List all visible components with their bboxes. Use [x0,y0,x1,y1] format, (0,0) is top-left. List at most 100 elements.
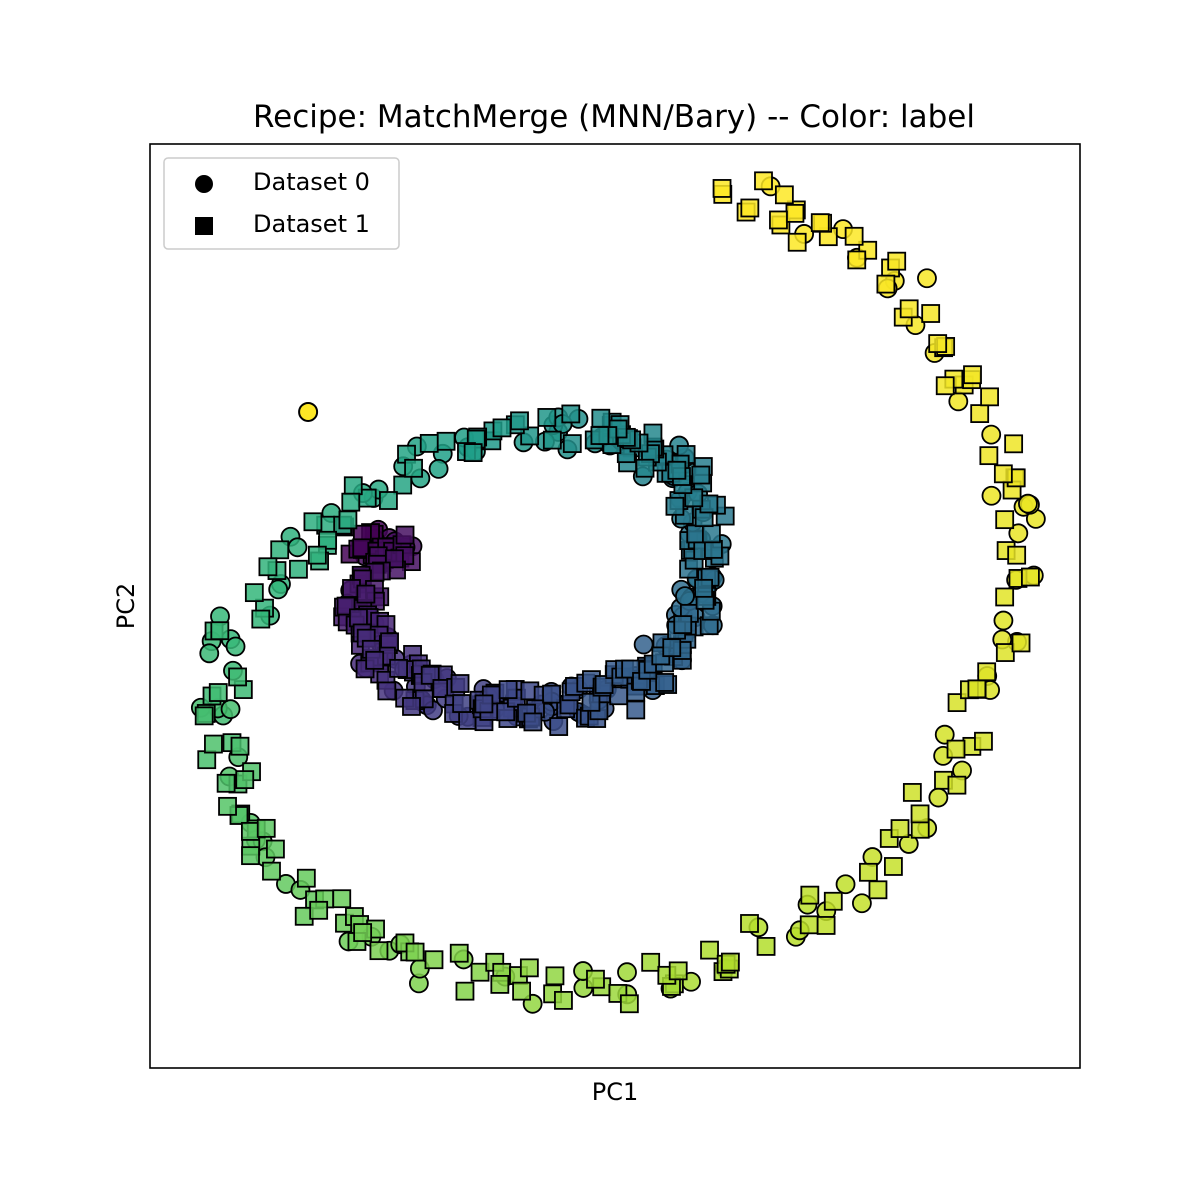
point-dataset-1 [754,171,773,191]
point-dataset-1 [561,404,581,424]
point-dataset-1 [899,299,919,319]
point-dataset-1 [241,846,260,866]
point-dataset-1 [1020,567,1040,587]
point-dataset-1 [436,431,456,451]
point-dataset-1 [490,974,510,994]
legend-circle-marker [195,175,213,193]
point-dataset-1 [379,491,398,510]
point-dataset-0 [220,699,241,720]
point-dataset-1 [626,700,646,720]
point-dataset-1 [474,694,494,714]
point-dataset-0 [1018,493,1038,514]
point-dataset-1 [662,638,682,658]
point-dataset-1 [847,250,867,270]
point-dataset-1 [523,712,543,732]
point-dataset-1 [455,981,475,1001]
point-dataset-1 [785,203,805,223]
point-dataset-0 [981,485,1002,506]
point-dataset-1 [1004,434,1024,454]
point-dataset-1 [774,185,794,205]
point-dataset-1 [884,857,903,876]
point-dataset-1 [740,198,760,218]
point-dataset-1 [498,680,518,699]
plot-frame [149,143,1081,1069]
point-dataset-1 [946,739,966,759]
point-dataset-0 [199,643,220,664]
point-dataset-1 [307,545,327,565]
point-dataset-1 [218,796,237,816]
legend-square-marker [195,217,213,235]
point-dataset-1 [816,916,836,935]
point-dataset-1 [341,492,361,512]
point-dataset-1 [365,650,385,670]
point-dataset-1 [369,941,389,961]
point-dataset-1 [977,662,997,682]
point-dataset-1 [859,862,878,882]
point-dataset-0 [993,610,1014,631]
point-dataset-0 [268,579,289,600]
point-dataset-0 [934,724,955,745]
point-dataset-1 [921,304,941,323]
point-dataset-1 [963,365,982,385]
point-dataset-0 [287,537,308,558]
point-dataset-1 [769,210,788,230]
point-dataset-1 [537,408,557,427]
point-dataset-1 [619,994,639,1014]
point-dataset-1 [542,684,561,704]
point-dataset-1 [404,458,423,478]
point-dataset-1 [197,750,217,770]
point-dataset-1 [979,446,999,466]
point-dataset-1 [740,914,759,933]
x-axis-label: PC1 [592,1078,639,1106]
point-dataset-1 [240,822,260,841]
point-dataset-1 [452,694,472,713]
point-dataset-1 [967,679,987,699]
point-dataset-1 [876,274,896,294]
point-dataset-1 [549,717,569,736]
point-dataset-1 [510,411,529,431]
point-dataset-1 [970,404,990,423]
legend: Dataset 0 Dataset 1 [163,157,400,250]
point-dataset-1 [668,961,688,981]
point-dataset-1 [356,584,376,604]
point-dataset-1 [993,464,1013,484]
point-dataset-1 [338,510,358,530]
point-dataset-1 [377,681,397,701]
point-dataset-1 [887,251,907,271]
point-dataset-1 [216,773,236,793]
point-dataset-1 [210,621,230,641]
point-dataset-1 [810,213,830,233]
point-dataset-1 [309,900,329,920]
point-dataset-1 [980,387,999,407]
point-dataset-1 [353,923,373,942]
point-dataset-1 [586,969,605,989]
plot-marks [190,171,1046,1014]
point-dataset-1 [712,179,732,198]
point-dataset-1 [947,775,967,795]
point-dataset-1 [902,783,922,802]
point-dataset-1 [395,525,415,545]
point-dataset-0 [917,268,937,289]
point-dataset-1 [266,839,285,859]
point-dataset-1 [665,496,685,516]
point-dataset-1 [228,667,247,687]
point-dataset-1 [244,583,264,603]
point-dataset-1 [492,418,512,438]
point-dataset-1 [581,692,601,712]
point-dataset-1 [519,958,539,978]
point-dataset-1 [635,458,655,478]
point-dataset-1 [1007,545,1027,565]
point-dataset-1 [694,578,713,598]
point-dataset-1 [686,524,706,544]
point-dataset-1 [591,408,611,428]
point-dataset-1 [704,539,723,559]
point-dataset-1 [296,868,316,888]
point-dataset-1 [554,990,573,1010]
point-dataset-1 [449,943,469,963]
point-dataset-1 [673,615,693,635]
point-dataset-1 [935,376,955,396]
point-dataset-1 [700,940,719,960]
point-dataset-1 [251,609,271,629]
point-dataset-1 [720,952,740,972]
